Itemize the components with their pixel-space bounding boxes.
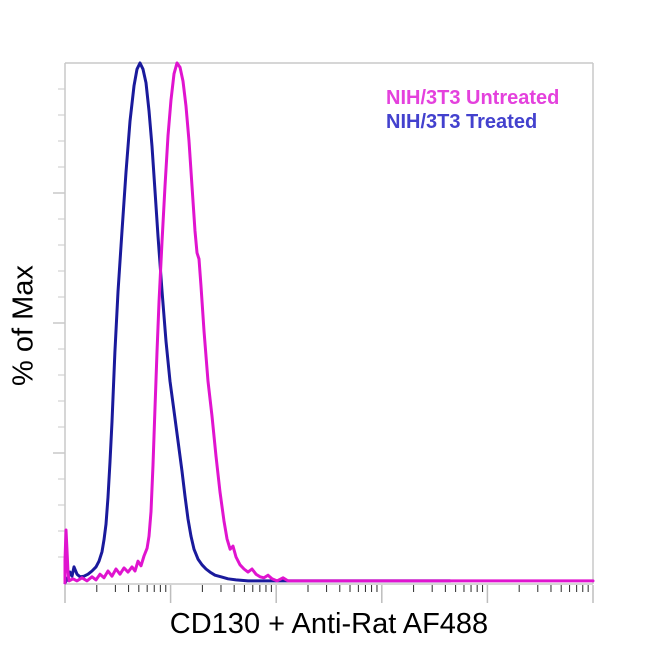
treated-curve [63,61,452,585]
untreated-curve [63,61,595,585]
legend-label-untreated: NIH/3T3 Untreated [386,87,560,109]
y-axis-label: % of Max [7,265,40,386]
y-axis-ticks [53,88,65,558]
x-axis-label: CD130 + Anti-Rat AF488 [169,608,489,640]
legend-item-treated: NIH/3T3 Treated [386,110,559,134]
legend: NIH/3T3 Untreated NIH/3T3 Treated [386,86,559,134]
plot-borders [64,62,594,585]
legend-label-treated: NIH/3T3 Treated [386,111,538,133]
legend-item-untreated: NIH/3T3 Untreated [386,86,559,110]
x-axis-ticks [64,585,594,603]
